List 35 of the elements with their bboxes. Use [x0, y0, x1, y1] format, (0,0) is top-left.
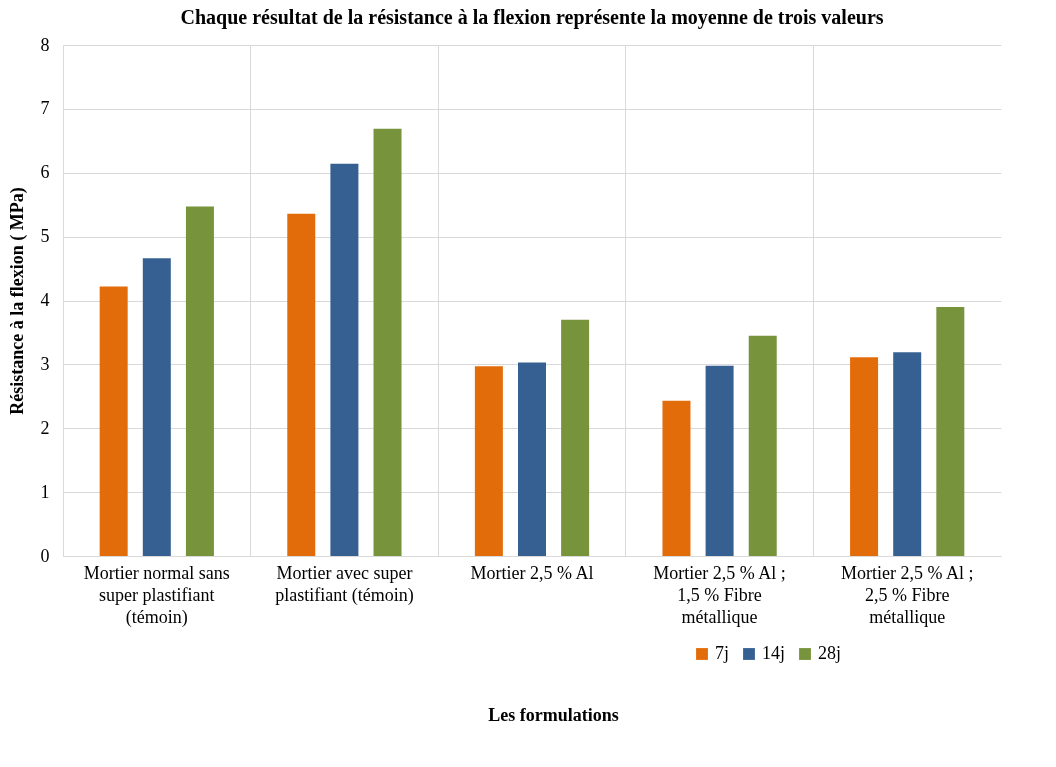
bar	[936, 306, 965, 556]
y-tick-label: 1	[40, 481, 50, 502]
y-axis-title: Résistance à la flexion ( MPa)	[6, 187, 28, 415]
y-tick-label: 5	[40, 226, 50, 247]
y-tick-label: 3	[40, 353, 50, 374]
chart-title: Chaque résultat de la résistance à la flexion représente la moyenne de trois valeurs	[180, 6, 884, 29]
bar	[185, 206, 214, 556]
bar	[99, 286, 128, 556]
bar	[850, 357, 879, 556]
y-tick-label: 2	[40, 417, 50, 438]
x-tick-label: Mortier 2,5 % Al	[470, 562, 594, 583]
legend-label: 28j	[818, 643, 842, 663]
bar	[330, 163, 359, 556]
y-tick-label: 7	[40, 98, 50, 119]
bar	[893, 352, 922, 556]
bar	[142, 258, 171, 556]
y-tick-label: 4	[40, 290, 50, 310]
legend-label: 7j	[715, 643, 730, 663]
y-tick-label: 8	[40, 34, 50, 55]
bar	[474, 366, 503, 556]
legend-label: 14j	[762, 643, 786, 663]
bar	[287, 213, 316, 556]
bar	[662, 400, 691, 556]
bar	[561, 319, 590, 556]
bar	[518, 362, 546, 556]
x-axis-title: Les formulations	[488, 704, 619, 725]
y-tick-label: 6	[40, 162, 50, 183]
x-tick-label: Mortier 2,5 % Al ; 1,5 % Fibre métallique	[653, 562, 786, 627]
x-tick-label: Mortier 2,5 % Al ; 2,5 % Fibre métallique	[840, 562, 974, 627]
bar	[748, 335, 777, 556]
x-tick-label: Mortier avec super plastifiant (témoin)	[275, 562, 414, 606]
bar	[705, 365, 734, 556]
x-tick-label: Mortier normal sans super plastifiant (témoin)	[83, 562, 230, 628]
bar	[373, 128, 402, 556]
y-tick-label: 0	[40, 545, 50, 566]
